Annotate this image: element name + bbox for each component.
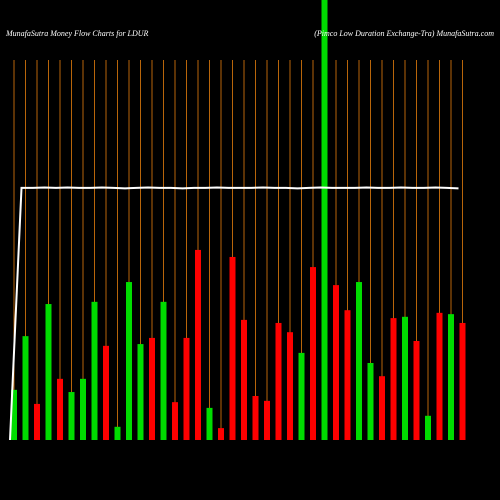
bar — [206, 407, 213, 440]
bar — [264, 400, 270, 440]
bar — [22, 336, 29, 440]
bar — [218, 428, 224, 440]
bar — [356, 282, 362, 440]
bar — [183, 337, 190, 440]
bar — [195, 249, 201, 440]
bar — [367, 363, 374, 440]
bar — [459, 322, 466, 440]
bars — [11, 0, 466, 440]
bar — [172, 402, 178, 440]
bar — [252, 396, 259, 440]
chart-subtitle: (Pimco Low Duration Exchange-Tra) Munafa… — [314, 29, 494, 38]
bar — [229, 256, 236, 440]
bar — [448, 314, 454, 440]
bar — [287, 332, 293, 440]
bar — [160, 301, 167, 440]
bar — [402, 316, 408, 440]
bar — [45, 304, 52, 440]
bar — [333, 285, 339, 440]
bar — [103, 345, 109, 440]
bar — [413, 341, 420, 440]
bar — [241, 319, 247, 440]
bar — [11, 389, 17, 440]
bar — [379, 376, 385, 440]
bar — [321, 0, 328, 440]
bar — [126, 282, 132, 440]
bar — [57, 378, 63, 440]
bar — [436, 312, 443, 440]
bar — [149, 337, 155, 440]
bar — [91, 301, 98, 440]
bar — [137, 344, 144, 440]
bar — [344, 310, 351, 440]
bar — [114, 426, 121, 440]
bar — [390, 318, 397, 440]
bar — [425, 415, 431, 440]
bar — [68, 392, 75, 440]
line — [9, 186, 459, 441]
bar — [275, 322, 282, 440]
bar — [310, 267, 316, 440]
bar — [298, 352, 305, 440]
chart-title: MunafaSutra Money Flow Charts for LDUR — [5, 29, 149, 38]
bar — [80, 378, 86, 440]
bar — [34, 403, 40, 440]
